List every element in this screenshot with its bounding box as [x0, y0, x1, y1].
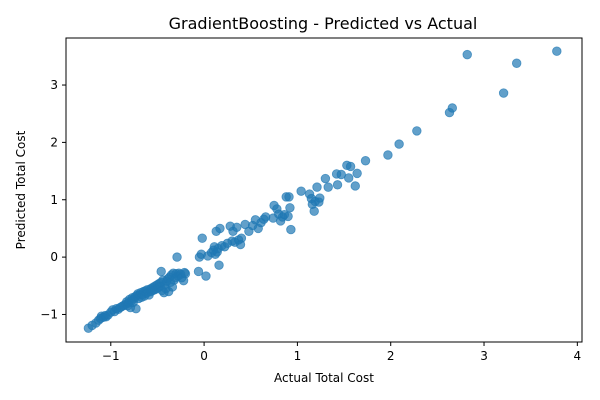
- y-axis-ticks: −1 0 1 2 3: [40, 78, 66, 321]
- data-point: [296, 186, 306, 196]
- plot-frame: [65, 37, 583, 343]
- data-point: [552, 46, 562, 56]
- data-point: [352, 168, 362, 179]
- data-point: [312, 182, 322, 192]
- data-point: [193, 266, 204, 277]
- x-tick-label: 3: [480, 349, 488, 363]
- data-point: [345, 161, 356, 172]
- chart-title: GradientBoosting - Predicted vs Actual: [169, 14, 478, 33]
- data-point: [344, 173, 354, 183]
- data-point: [412, 126, 422, 136]
- x-tick-label: 0: [200, 349, 208, 363]
- data-point: [172, 252, 182, 262]
- data-point: [360, 156, 371, 166]
- data-point: [462, 49, 472, 60]
- x-tick-label: 1: [294, 349, 302, 363]
- x-axis-ticks: −1 0 1 2 3 4: [102, 342, 581, 363]
- data-point: [315, 193, 325, 203]
- data-point: [332, 180, 343, 190]
- x-tick-label: 4: [574, 349, 582, 363]
- x-tick-label: −1: [102, 349, 120, 363]
- data-point: [215, 223, 225, 234]
- data-point: [285, 203, 295, 213]
- data-point: [201, 271, 211, 281]
- data-point: [236, 233, 247, 243]
- data-point: [511, 58, 522, 68]
- data-point: [309, 206, 319, 216]
- x-tick-label: 2: [387, 349, 395, 363]
- data-point: [180, 269, 191, 279]
- data-point: [156, 266, 166, 277]
- y-tick-label: 3: [50, 78, 58, 92]
- data-point: [320, 173, 331, 184]
- data-point: [383, 150, 393, 160]
- data-point: [323, 182, 333, 192]
- points-layer: [83, 46, 562, 333]
- data-point: [394, 139, 404, 149]
- data-point: [283, 211, 293, 222]
- data-point: [197, 233, 207, 243]
- y-tick-label: −1: [40, 307, 58, 321]
- data-point: [498, 88, 509, 98]
- data-point: [286, 224, 296, 235]
- y-tick-label: 0: [50, 250, 58, 264]
- y-axis-label: Predicted Total Cost: [14, 130, 28, 249]
- data-point: [232, 222, 242, 232]
- data-point: [284, 192, 294, 202]
- data-point: [131, 304, 141, 314]
- y-tick-label: 2: [50, 135, 58, 149]
- y-tick-label: 1: [50, 193, 58, 207]
- x-axis-label: Actual Total Cost: [274, 371, 374, 385]
- data-point: [214, 260, 224, 270]
- data-point: [447, 103, 458, 113]
- data-point: [350, 181, 360, 191]
